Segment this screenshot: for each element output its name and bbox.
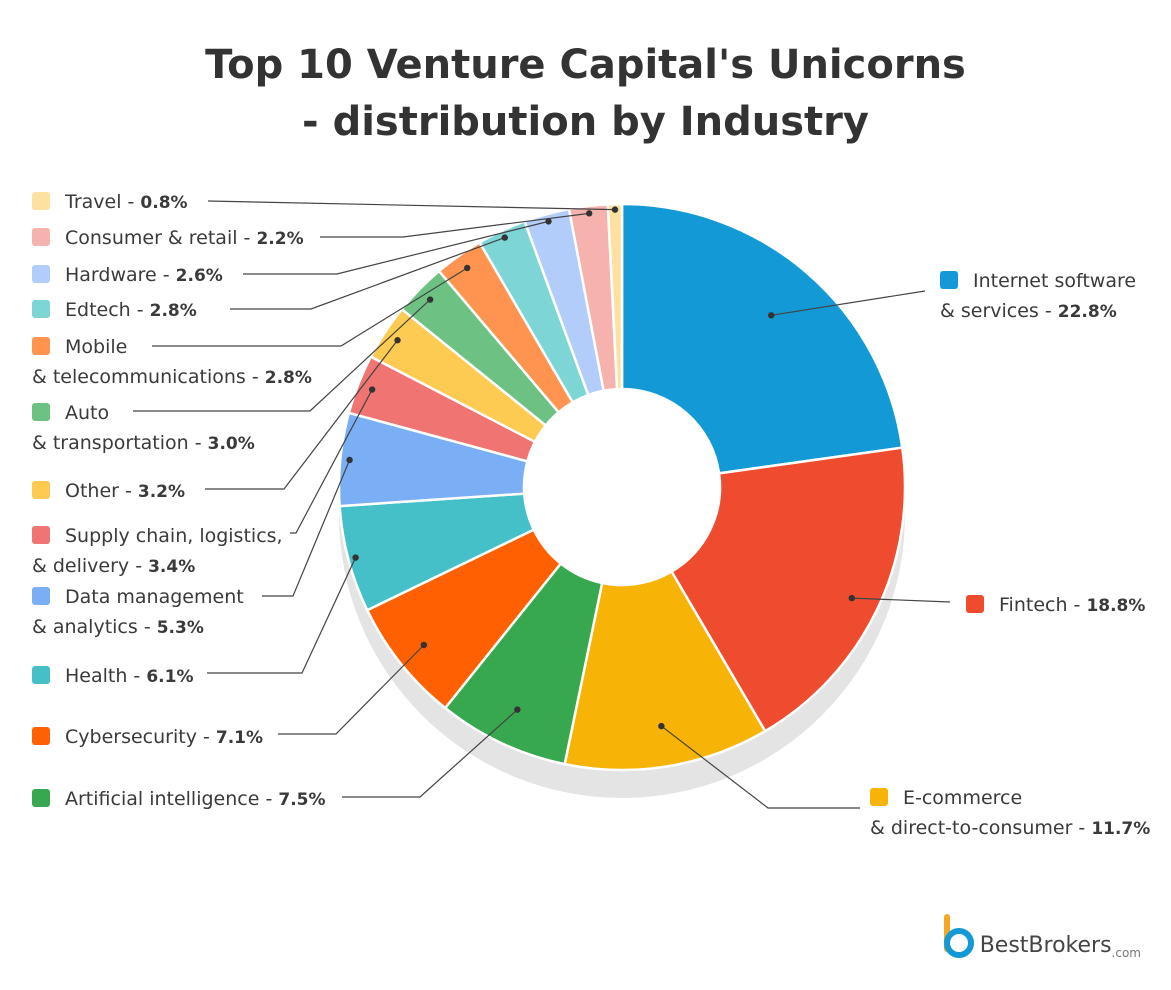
slice-value-3: 7.5% — [278, 790, 325, 810]
leader-line-14 — [207, 200, 616, 211]
slice-value-6: 5.3% — [157, 618, 204, 638]
legend-swatch-6 — [32, 587, 50, 605]
slice-label-1-line-0: Fintech - 18.8% — [999, 594, 1145, 616]
leader-line-1 — [851, 597, 951, 603]
legend-swatch-4 — [32, 727, 50, 745]
leader-line-6 — [262, 459, 351, 597]
slice-value-12: 2.6% — [176, 266, 223, 286]
leader-line-8 — [205, 339, 398, 490]
pie-slice-14 — [606, 202, 624, 391]
leader-dot-5 — [352, 554, 359, 561]
brand-domain: .com — [1111, 946, 1141, 960]
chart-title-line-2: - distribution by Industry — [302, 99, 869, 145]
slice-label-4-line-0: Cybersecurity - 7.1% — [65, 726, 263, 748]
legend-swatch-0 — [940, 271, 958, 289]
slice-value-0: 22.8% — [1058, 302, 1117, 322]
slice-label-14-line-0: Travel - 0.8% — [64, 191, 188, 213]
leader-dot-6 — [346, 456, 353, 464]
leader-line-0 — [771, 290, 926, 316]
leader-line-10 — [152, 267, 468, 347]
leader-dot-1 — [848, 594, 855, 602]
legend-swatch-5 — [32, 666, 50, 684]
slice-label-11-line-0: Edtech - 2.8% — [65, 299, 197, 321]
donut-hole — [525, 390, 719, 584]
leader-line-13 — [320, 212, 590, 238]
slice-label-10-line-1: & telecommunications - 2.8% — [32, 366, 312, 388]
pie-slice-2 — [563, 569, 767, 772]
slice-value-1: 18.8% — [1086, 596, 1145, 616]
slice-label-3-line-0: Artificial intelligence - 7.5% — [65, 788, 326, 810]
leader-dot-4 — [420, 641, 428, 649]
legend-swatch-1 — [966, 595, 984, 613]
chart-title-line-1: Top 10 Venture Capital's Unicorns — [205, 42, 966, 88]
leader-dot-12 — [545, 218, 552, 225]
brand-logo: BestBrokers .com — [940, 914, 1141, 960]
slice-value-9: 3.0% — [208, 434, 255, 454]
slice-value-14: 0.8% — [140, 193, 187, 213]
legend-swatch-8 — [32, 481, 50, 499]
slice-label-13-line-0: Consumer & retail - 2.2% — [65, 227, 304, 249]
legend-swatch-14 — [32, 192, 50, 210]
slice-value-13: 2.2% — [256, 229, 303, 249]
leader-dot-7 — [368, 386, 376, 393]
pie-slice-0 — [620, 202, 904, 475]
slice-label-8-line-0: Other - 3.2% — [65, 480, 185, 502]
slice-label-12-line-0: Hardware - 2.6% — [65, 264, 223, 286]
leader-dot-8 — [394, 337, 401, 344]
leader-dot-11 — [501, 234, 508, 241]
brand-name: BestBrokers — [979, 933, 1112, 958]
slice-label-6-line-1: & analytics - 5.3% — [32, 616, 204, 638]
slice-value-10: 2.8% — [265, 368, 312, 388]
slice-value-2: 11.7% — [1091, 819, 1150, 839]
leader-line-4 — [278, 644, 425, 735]
legend-swatch-10 — [32, 337, 50, 355]
slice-label-9-line-0: Auto — [65, 402, 109, 424]
legend-swatch-11 — [32, 300, 50, 318]
slice-label-2-line-0: E-commerce — [903, 787, 1022, 809]
leader-line-7 — [290, 389, 373, 534]
legend-swatch-13 — [32, 228, 50, 246]
slice-label-9-line-1: & transportation - 3.0% — [32, 432, 255, 454]
leader-line-2 — [661, 725, 860, 809]
leader-line-9 — [133, 299, 431, 412]
leader-line-3 — [342, 709, 518, 798]
leader-dot-10 — [464, 264, 471, 272]
leader-dot-2 — [658, 722, 665, 730]
slice-label-7-line-0: Supply chain, logistics, — [65, 525, 283, 547]
leader-dot-9 — [426, 296, 434, 303]
slice-label-5-line-0: Health - 6.1% — [65, 665, 193, 687]
slice-value-4: 7.1% — [216, 728, 263, 748]
slice-label-0-line-0: Internet software — [973, 270, 1136, 292]
bestbrokers-logo-icon — [940, 912, 974, 960]
legend-swatch-2 — [870, 788, 888, 806]
slice-value-5: 6.1% — [146, 667, 193, 687]
leader-line-12 — [243, 220, 549, 275]
leader-dot-14 — [611, 206, 619, 213]
legend-swatch-12 — [32, 265, 50, 283]
slice-label-10-line-0: Mobile — [65, 336, 127, 358]
slice-value-8: 3.2% — [138, 482, 185, 502]
leader-dot-3 — [514, 706, 521, 713]
legend-swatch-9 — [32, 403, 50, 421]
leader-dot-13 — [586, 210, 593, 217]
slice-value-11: 2.8% — [150, 301, 197, 321]
slice-value-7: 3.4% — [148, 557, 195, 577]
leader-line-11 — [230, 237, 505, 310]
slice-label-6-line-0: Data management — [65, 586, 244, 608]
legend-swatch-3 — [32, 789, 50, 807]
leader-dot-0 — [768, 312, 775, 319]
slice-label-2-line-1: & direct-to-consumer - 11.7% — [870, 817, 1150, 839]
slice-label-0-line-1: & services - 22.8% — [940, 300, 1117, 322]
legend-swatch-7 — [32, 526, 50, 544]
slice-label-7-line-1: & delivery - 3.4% — [32, 555, 195, 577]
leader-line-5 — [207, 557, 357, 674]
pie-slice-1 — [669, 446, 907, 733]
